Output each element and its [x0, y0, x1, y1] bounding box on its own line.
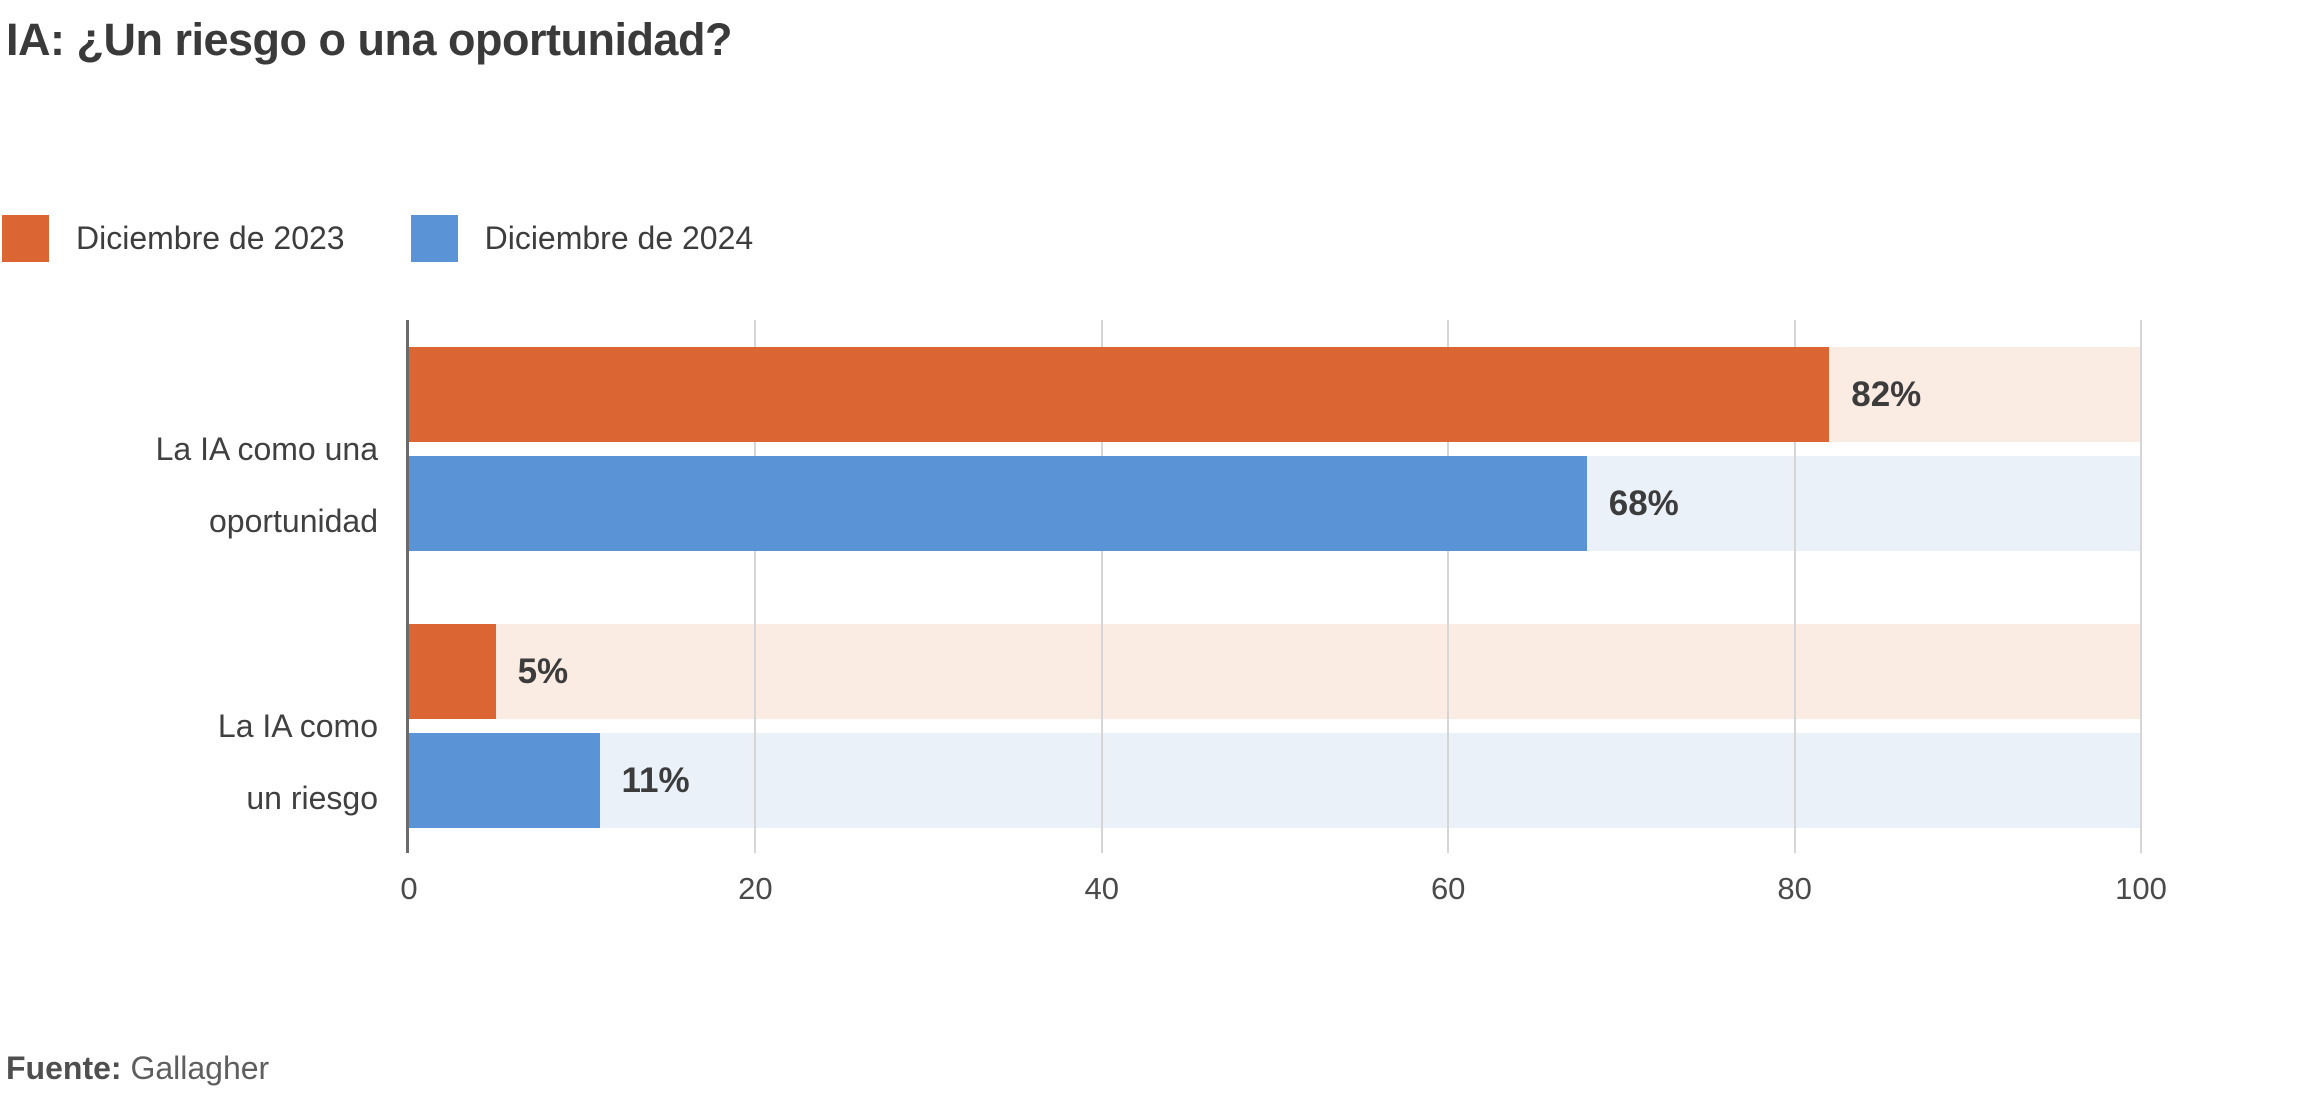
bar-chart: La IA como una oportunidad La IA como un…: [0, 320, 2310, 906]
gridline: [1447, 320, 1450, 853]
x-axis: 0 20 40 60 80 100: [400, 871, 2166, 911]
x-axis-tick-label: 60: [1430, 871, 1466, 906]
category-label-line: La IA como una: [155, 431, 378, 467]
value-label: 68%: [1608, 483, 1679, 523]
bar: [409, 456, 1587, 551]
value-label: 11%: [621, 760, 690, 800]
bar: [409, 733, 600, 828]
x-axis-tick-label: 80: [1777, 871, 1812, 906]
x-axis-tick-label: 20: [738, 871, 773, 906]
gridline: [754, 320, 757, 853]
legend-swatch-2023: [2, 215, 49, 262]
bar: [409, 624, 496, 719]
legend-label-2023: Diciembre de 2023: [76, 220, 345, 256]
source-label: Fuente:: [6, 1050, 122, 1086]
gridline: [2140, 320, 2142, 853]
legend-label-2024: Diciembre de 2024: [484, 220, 754, 256]
category-label-line: un riesgo: [246, 780, 378, 816]
x-axis-tick-label: 100: [2115, 871, 2167, 906]
source-value: Gallagher: [130, 1050, 270, 1086]
category-label-line: La IA como: [217, 708, 378, 744]
gridline: [1793, 320, 1796, 853]
category-label-oportunidad: La IA como una oportunidad: [0, 413, 378, 557]
bar-track: [409, 733, 2141, 828]
chart-title: IA: ¿Un riesgo o una oportunidad?: [6, 14, 732, 65]
x-axis-tick-label: 0: [400, 871, 418, 906]
category-label-line: oportunidad: [208, 503, 378, 539]
legend-item-2024: Diciembre de 2024: [410, 215, 754, 262]
bar-track: [409, 624, 2141, 719]
source-note: Fuente: Gallagher: [6, 1050, 269, 1087]
plot-area: 82% 68% 5% 11%: [406, 320, 2142, 853]
legend: Diciembre de 2023 Diciembre de 2024: [2, 215, 753, 262]
legend-swatch-2024: [410, 215, 458, 262]
x-axis-tick-label: 40: [1084, 871, 1120, 906]
value-label: 5%: [517, 651, 569, 691]
bar: [409, 347, 1830, 442]
value-label: 82%: [1851, 374, 1922, 414]
legend-item-2023: Diciembre de 2023: [2, 215, 345, 262]
gridline: [1100, 320, 1103, 853]
category-label-riesgo: La IA como un riesgo: [0, 690, 378, 834]
